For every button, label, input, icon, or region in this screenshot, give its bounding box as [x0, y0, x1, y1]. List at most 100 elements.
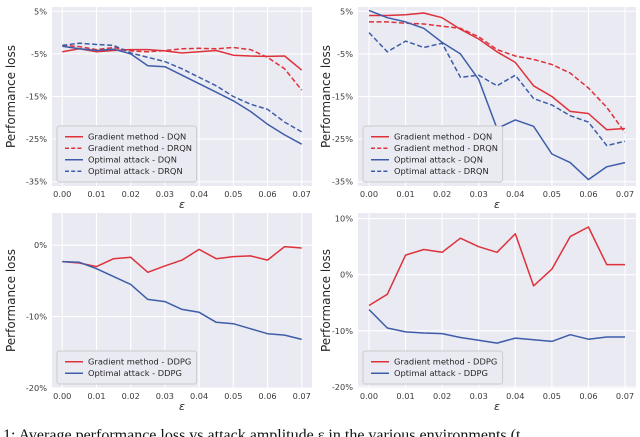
legend-box	[362, 350, 504, 385]
x-tick-label: 0.04	[190, 391, 208, 401]
x-tick-label: 0.06	[258, 189, 276, 199]
x-tick-label: 0.04	[190, 189, 208, 199]
x-tick-label: 0.06	[258, 391, 276, 401]
legend-entry-label: Gradient method - DRQN	[88, 143, 192, 153]
legend-entry-label: Optimal attack - DQN	[394, 155, 483, 165]
x-tick-label: 0.01	[396, 391, 414, 401]
y-tick-label: 5%	[340, 6, 353, 16]
chart-cell-bottom-left: 0.00 0.01 0.02 0.03 0.04 0.05 0.06 0.07 0% -10% -2…	[0, 210, 320, 425]
x-tick-label: 0.02	[433, 391, 451, 401]
y-tick-label: -25%	[26, 134, 47, 144]
line-chart-bottom-left: 0.00 0.01 0.02 0.03 0.04 0.05 0.06 0.07 0% -10% -2…	[4, 213, 312, 413]
series-line	[62, 245, 302, 274]
line-chart-top-right: 0.00 0.01 0.02 0.03 0.04 0.05 0.06 0.07 5% -5% -15…	[320, 6, 636, 210]
series-line	[62, 45, 303, 145]
line-chart-top-left: 0.00 0.01 0.02 0.03 0.04 0.05 0.06 0.07 5% -5% -15…	[4, 6, 312, 210]
x-tick-label: 0.06	[579, 391, 597, 401]
x-axis-label: ε	[494, 198, 500, 210]
x-tick-label: 0.07	[293, 391, 311, 401]
y-axis-label: Performance loss	[4, 45, 18, 148]
x-tick-label: 0.03	[156, 391, 174, 401]
x-tick-label: 0.06	[579, 189, 597, 199]
x-tick-label: 0.04	[506, 391, 524, 401]
y-tick-label: -15%	[26, 92, 47, 102]
x-tick-label: 0.00	[53, 391, 71, 401]
x-tick-label: 0.03	[470, 391, 488, 401]
series-line	[369, 12, 626, 131]
x-tick-label: 0.07	[616, 391, 634, 401]
series-line	[62, 42, 303, 133]
x-tick-label: 0.01	[87, 189, 105, 199]
legend-box	[362, 125, 504, 183]
legend-box	[56, 350, 198, 385]
x-tick-label: 0.02	[122, 189, 140, 199]
x-tick-label: 0.01	[396, 189, 414, 199]
y-tick-label: 0%	[34, 240, 47, 250]
x-tick-label: 0.05	[224, 189, 242, 199]
legend-entry-label: Optimal attack - DRQN	[394, 166, 489, 176]
y-axis-label: Performance loss	[4, 249, 18, 352]
x-tick-label: 0.02	[433, 189, 451, 199]
line-chart-bottom-right: 0.00 0.01 0.02 0.03 0.04 0.05 0.06 0.07 10% 0% -10…	[320, 213, 636, 413]
legend-entry-label: Gradient method - DRQN	[394, 143, 498, 153]
series-line	[368, 32, 626, 147]
x-tick-label: 0.02	[122, 391, 140, 401]
legend-entry-label: Optimal attack - DDPG	[88, 368, 182, 378]
x-tick-label: 0.03	[470, 189, 488, 199]
y-tick-label: -20%	[26, 383, 47, 393]
x-tick-label: 0.00	[360, 391, 378, 401]
legend-entry-label: Gradient method - DDPG	[394, 357, 497, 367]
series-line	[368, 226, 625, 307]
x-tick-label: 0.01	[87, 391, 105, 401]
legend-entry-label: Optimal attack - DRQN	[88, 166, 183, 176]
y-tick-label: -35%	[26, 177, 47, 187]
x-tick-label: 0.05	[224, 391, 242, 401]
series-line	[62, 260, 302, 341]
x-axis-label: ε	[179, 400, 185, 413]
y-tick-label: 0%	[340, 270, 353, 280]
charts-grid: 0.00 0.01 0.02 0.03 0.04 0.05 0.06 0.07 5% -5% -15…	[0, 0, 640, 425]
series-line	[368, 308, 625, 344]
x-tick-label: 0.04	[506, 189, 524, 199]
series-line	[62, 44, 303, 91]
y-tick-label: -10%	[332, 326, 353, 336]
y-axis-label: Performance loss	[320, 45, 333, 148]
y-tick-label: -5%	[31, 49, 47, 59]
y-tick-label: -15%	[332, 92, 353, 102]
x-tick-label: 0.05	[543, 391, 561, 401]
x-axis-label: ε	[179, 198, 185, 210]
y-tick-label: -5%	[337, 49, 353, 59]
y-tick-label: 5%	[34, 6, 47, 16]
x-tick-label: 0.03	[156, 189, 174, 199]
y-tick-label: -35%	[332, 177, 353, 187]
x-tick-label: 0.00	[360, 189, 378, 199]
legend-entry-label: Optimal attack - DDPG	[394, 368, 488, 378]
y-tick-label: -20%	[332, 382, 353, 392]
x-tick-label: 0.00	[53, 189, 71, 199]
chart-cell-bottom-right: 0.00 0.01 0.02 0.03 0.04 0.05 0.06 0.07 10% 0% -10…	[320, 210, 640, 425]
chart-cell-top-right: 0.00 0.01 0.02 0.03 0.04 0.05 0.06 0.07 5% -5% -15…	[320, 0, 640, 210]
x-tick-label: 0.05	[543, 189, 561, 199]
x-axis-label: ε	[494, 400, 500, 413]
legend-entry-label: Gradient method - DQN	[394, 132, 492, 142]
legend-entry-label: Optimal attack - DQN	[88, 155, 177, 165]
y-axis-label: Performance loss	[320, 249, 333, 352]
y-tick-label: 10%	[335, 214, 353, 224]
figure-caption: 1: Average performance loss vs attack am…	[0, 425, 640, 437]
x-tick-label: 0.07	[616, 189, 634, 199]
legend-entry-label: Gradient method - DQN	[88, 132, 186, 142]
figure-caption-text: 1: Average performance loss vs attack am…	[3, 427, 521, 437]
x-tick-label: 0.07	[293, 189, 311, 199]
chart-cell-top-left: 0.00 0.01 0.02 0.03 0.04 0.05 0.06 0.07 5% -5% -15…	[0, 0, 320, 210]
legend-entry-label: Gradient method - DDPG	[88, 357, 191, 367]
y-tick-label: -25%	[332, 134, 353, 144]
series-line	[369, 21, 626, 134]
y-tick-label: -10%	[26, 312, 47, 322]
legend-box	[56, 125, 198, 183]
series-line	[62, 48, 303, 71]
